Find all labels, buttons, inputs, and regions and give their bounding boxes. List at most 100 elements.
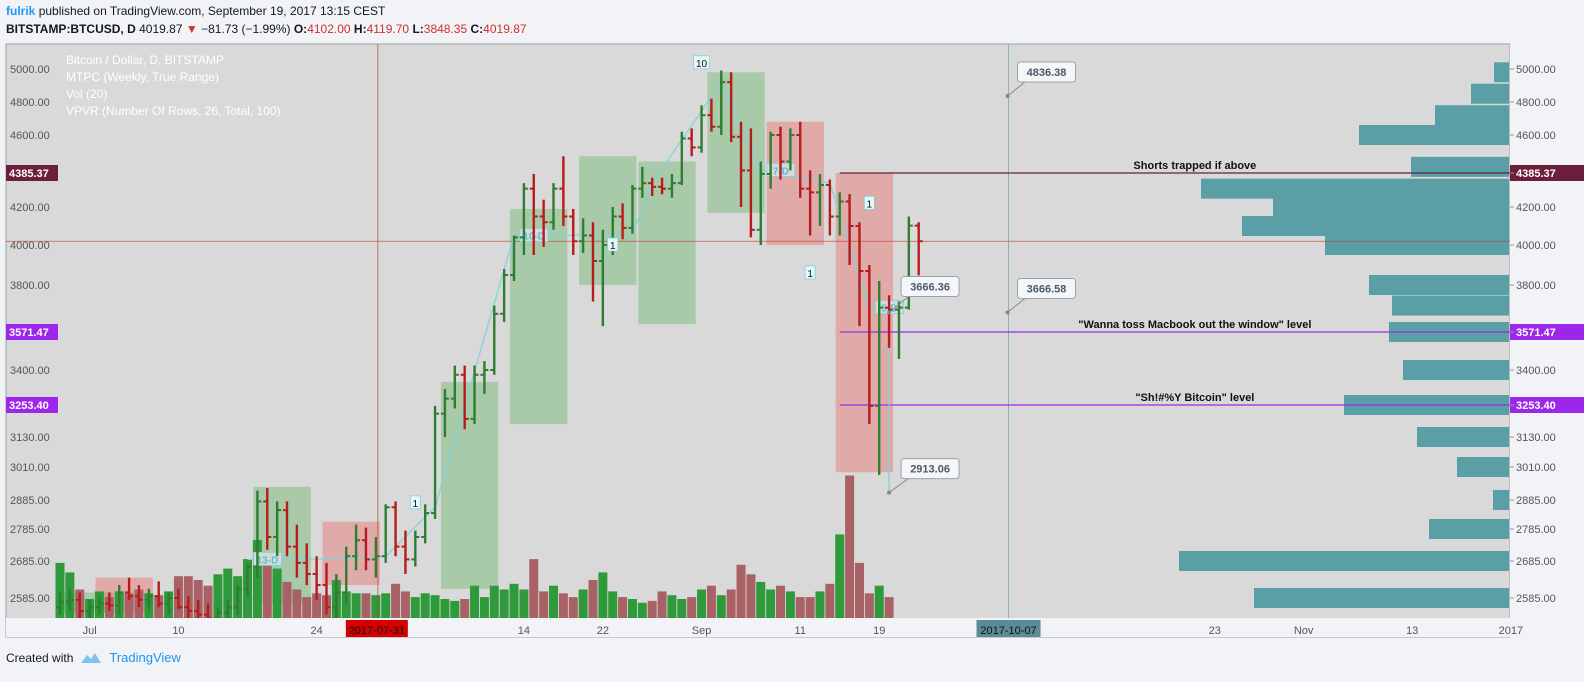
volume-bar (371, 595, 381, 618)
publish-text: published on TradingView.com, September … (38, 4, 386, 18)
level-price-label-left: 3253.40 (9, 400, 49, 412)
ohlc-bar (154, 581, 163, 608)
price-tick-label: 4600.00 (1516, 130, 1556, 142)
ohlc-bar (825, 179, 834, 236)
level-price-label-left: 4385.37 (9, 168, 49, 180)
ohlc-bar (658, 177, 667, 195)
volume-bar (785, 591, 795, 618)
level-price-label: 3253.40 (1516, 400, 1556, 412)
level-price-tag-left (6, 165, 58, 181)
ohlc-bar (105, 592, 114, 611)
ohlc-bar (559, 156, 568, 226)
mtpc-zone-box (766, 121, 824, 245)
ohlc-bar (322, 562, 331, 615)
volume-bar (627, 599, 637, 618)
time-axis[interactable]: Jul10241422Sep1119Oct23Nov1320172017-07-… (6, 618, 1523, 637)
ohlc-bar (381, 504, 390, 563)
price-tick-label: 2785.00 (1516, 524, 1556, 536)
ohlc-bar (776, 126, 785, 180)
ohlc-bar (253, 490, 262, 578)
price-chart[interactable]: Shorts trapped if above 4385.37 4385.37 "Wa… (0, 40, 1584, 642)
time-tick-label: 19 (873, 625, 885, 637)
ohlc-bar (312, 556, 321, 600)
ohlc-bar (431, 405, 440, 519)
volume-bar (558, 593, 568, 618)
author-name[interactable]: fulrik (6, 4, 36, 18)
ohlc-bar (56, 592, 64, 615)
time-tick-label: 22 (597, 625, 609, 637)
ohlc-bar (519, 183, 528, 255)
count-marker: 1 (413, 499, 419, 510)
ohlc-bar (806, 170, 815, 236)
ohlc-bar (865, 265, 874, 425)
level-annotation: Shorts trapped if above (1133, 160, 1256, 172)
volume-bar (391, 583, 401, 618)
created-with-text: Created with (6, 650, 74, 665)
price-tick-label: 2585.00 (1516, 593, 1556, 605)
ohlc-bar (243, 562, 252, 597)
volume-bar (341, 591, 351, 618)
price-tick-label: 4000.00 (1516, 240, 1556, 252)
ohlc-bar (845, 194, 854, 265)
vpvr-row (1201, 178, 1509, 199)
volume-bar (420, 593, 430, 618)
ohlc-bar (283, 501, 292, 557)
ohlc-bar (342, 546, 351, 604)
tradingview-link[interactable]: TradingView (109, 650, 181, 665)
ohlc-bar (273, 501, 282, 557)
level-price-tag (1510, 165, 1584, 181)
volume-bar (608, 591, 618, 618)
volume-bar (282, 581, 292, 618)
ohlc-bar (95, 596, 104, 615)
time-tick-label: Nov (1294, 625, 1314, 637)
volume-bar (479, 597, 489, 618)
vpvr-row (1493, 490, 1509, 510)
ohlc-bar (628, 184, 637, 234)
ohlc-bar (529, 173, 538, 255)
mtpc-zone-box (440, 381, 499, 589)
ohlc-bar (855, 222, 864, 327)
ohlc-bar (115, 585, 124, 615)
ohlc-bar (618, 203, 627, 240)
price-axis[interactable]: 2585.00 2585.00 2685.00 2685.00 2785.00 2785.… (10, 64, 1556, 605)
ohlc-bar (292, 524, 301, 578)
volume-bar (845, 475, 855, 618)
ohlc-bar (648, 177, 657, 196)
time-axis-background (6, 618, 1510, 637)
volume-bar (667, 595, 677, 618)
vpvr-row (1359, 125, 1509, 145)
ohlc-bar (263, 488, 272, 550)
price-tick-label: 3400.00 (1516, 365, 1556, 377)
ohlc-bar (490, 305, 499, 375)
mtpc-projection-line (247, 80, 890, 561)
ohlc-bar (569, 208, 578, 255)
count-marker-box (409, 495, 421, 510)
ohlc-bar: BITSTAMP:BTCUSD, D 4019.87 ▼ −81.73 (−1.… (6, 22, 527, 36)
callout-pointer (1007, 79, 1028, 97)
ohlc-bar (588, 222, 597, 302)
ohlc-bar (717, 70, 726, 135)
volume-bar (509, 583, 519, 618)
time-tick-label: 11 (795, 625, 806, 637)
future-date-tag (976, 620, 1041, 637)
ohlc-bar (450, 365, 459, 409)
time-tick-label: 10 (172, 625, 184, 637)
level-price-tag-left (6, 324, 58, 340)
price-change: −81.73 (−1.99%) (201, 22, 291, 36)
price-tick-label: 3010.00 (1516, 462, 1556, 474)
close-label: C: (470, 22, 484, 36)
high-label: H: (353, 22, 367, 36)
vpvr-row (1325, 235, 1509, 255)
time-tick-label: Jul (83, 625, 97, 637)
volume-bar (361, 593, 371, 618)
price-tick-label-left: 2785.00 (10, 524, 50, 536)
volume-bar (213, 574, 223, 618)
ohlc-bar (352, 524, 361, 571)
right-axis-background (1510, 44, 1584, 637)
time-tick-label: 23 (1209, 625, 1221, 637)
mtpc-zone-box (510, 208, 568, 425)
publish-info: fulrik published on TradingView.com, Sep… (6, 4, 385, 18)
vpvr-row (1392, 295, 1509, 316)
price-tick-label-left: 4000.00 (10, 240, 50, 252)
ohlc-bar (470, 365, 479, 425)
